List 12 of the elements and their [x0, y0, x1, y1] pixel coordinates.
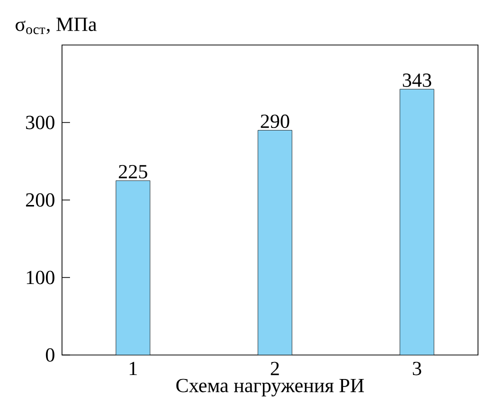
y-tick-label: 300 — [26, 116, 54, 130]
x-tick-label: 2 — [270, 362, 279, 376]
y-tick-label: 200 — [26, 193, 54, 207]
y-tick-label: 0 — [46, 348, 54, 362]
x-tick-label: 1 — [130, 362, 137, 376]
y-axis-title: σ$_{ост}$, МПа — [16, 18, 97, 34]
data-label: 343 — [402, 74, 432, 87]
x-axis-title: Схема нагружения РИ — [176, 378, 364, 396]
data-label: 290 — [260, 114, 290, 128]
data-label: 225 — [118, 164, 148, 178]
x-tick-label: 3 — [412, 362, 422, 376]
y-tick-label: 100 — [26, 270, 54, 284]
